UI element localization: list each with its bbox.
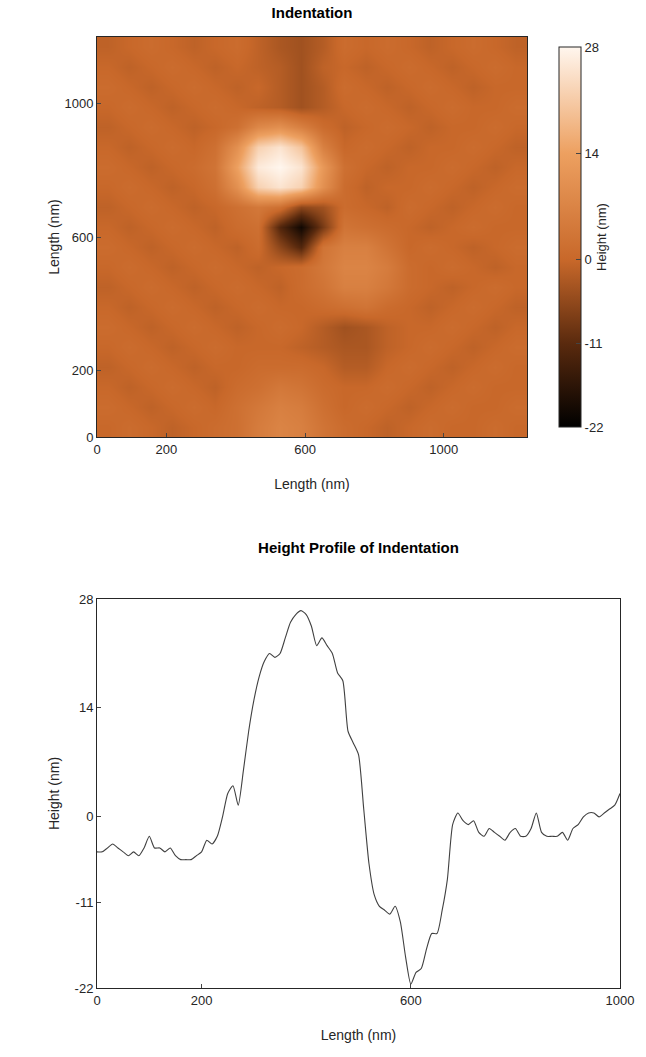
svg-text:200: 200 [191, 993, 213, 1008]
svg-text:200: 200 [155, 442, 177, 457]
svg-text:Height Profile of Indentation: Height Profile of Indentation [258, 539, 459, 556]
svg-text:0: 0 [86, 430, 93, 445]
svg-text:0: 0 [86, 809, 93, 824]
svg-text:-22: -22 [585, 420, 604, 435]
svg-text:0: 0 [93, 993, 100, 1008]
svg-text:600: 600 [400, 993, 422, 1008]
svg-text:14: 14 [585, 146, 599, 161]
svg-text:0: 0 [93, 442, 100, 457]
svg-text:200: 200 [72, 363, 94, 378]
svg-text:1000: 1000 [64, 96, 93, 111]
svg-text:1000: 1000 [429, 442, 458, 457]
svg-text:14: 14 [79, 700, 93, 715]
svg-text:-11: -11 [76, 895, 94, 910]
svg-text:Height (nm): Height (nm) [46, 757, 62, 830]
svg-text:28: 28 [585, 40, 599, 55]
svg-text:-22: -22 [75, 981, 94, 996]
svg-text:Length (nm): Length (nm) [274, 476, 349, 492]
svg-text:0: 0 [585, 252, 592, 267]
svg-text:1000: 1000 [606, 993, 635, 1008]
svg-text:Indentation: Indentation [272, 4, 353, 21]
svg-text:Length (nm): Length (nm) [46, 199, 62, 274]
svg-text:Length (nm): Length (nm) [321, 1027, 396, 1043]
svg-text:600: 600 [72, 230, 94, 245]
svg-text:28: 28 [79, 592, 93, 607]
svg-text:600: 600 [294, 442, 316, 457]
svg-text:-11: -11 [585, 336, 603, 351]
svg-text:Height (nm): Height (nm) [594, 203, 609, 271]
